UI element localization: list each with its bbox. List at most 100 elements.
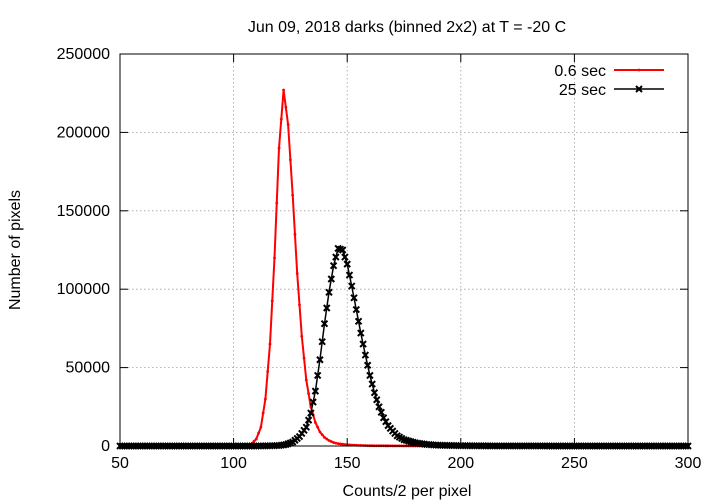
data-point [373, 396, 381, 404]
data-point [302, 423, 311, 431]
data-point [327, 439, 331, 442]
data-point [343, 260, 351, 268]
series-line-25-sec [120, 247, 688, 447]
data-point [302, 356, 306, 360]
data-point [298, 303, 301, 307]
data-point [277, 146, 281, 150]
data-point [254, 437, 258, 441]
data-point [289, 158, 292, 162]
data-point [320, 319, 329, 328]
data-point [316, 356, 324, 364]
data-point [368, 380, 376, 388]
data-point [270, 299, 274, 303]
data-point [377, 408, 385, 416]
data-point [313, 421, 317, 424]
series-0-6-sec [118, 88, 690, 448]
data-point [295, 272, 299, 275]
x-tick-label: 50 [111, 455, 129, 472]
data-point [259, 425, 263, 429]
data-point [264, 397, 267, 401]
data-point [338, 442, 342, 446]
data-point [327, 275, 336, 283]
data-point [252, 439, 256, 443]
data-point [320, 433, 324, 437]
series-layer [116, 88, 692, 450]
data-point [307, 409, 315, 417]
data-point [332, 441, 335, 444]
data-point [282, 88, 285, 92]
x-tick-label: 100 [220, 455, 247, 472]
chart-title: Jun 09, 2018 darks (binned 2x2) at T = -… [248, 19, 566, 36]
data-point [370, 388, 379, 397]
data-point [300, 334, 304, 338]
x-axis-label: Counts/2 per pixel [343, 483, 472, 500]
data-point [354, 317, 363, 326]
data-point [307, 392, 310, 395]
data-point [325, 288, 333, 297]
data-point [336, 442, 340, 446]
data-point [343, 443, 347, 446]
data-point [341, 442, 345, 446]
data-point [261, 411, 265, 415]
data-point [266, 370, 270, 373]
data-point [268, 342, 272, 346]
data-point [366, 371, 374, 380]
legend-marker-25-sec [635, 85, 643, 93]
data-point [293, 232, 297, 236]
y-tick-label: 250000 [57, 46, 110, 63]
data-point [257, 431, 260, 435]
data-point [304, 378, 308, 382]
data-point [332, 253, 340, 261]
data-point [284, 105, 288, 109]
data-point [348, 282, 356, 290]
data-point [323, 435, 326, 439]
series-25-sec [116, 244, 692, 450]
plot-frame [119, 53, 689, 447]
data-point [329, 440, 333, 443]
data-point [313, 371, 322, 380]
data-point [361, 351, 370, 359]
data-point [338, 246, 347, 254]
data-point [329, 261, 338, 270]
data-point [323, 304, 331, 312]
y-tick-label: 50000 [66, 360, 111, 377]
data-point [363, 361, 372, 369]
series-line-0-6-sec [120, 89, 688, 447]
data-point [291, 193, 295, 197]
axis-ticks: 50 100 150 200 250 300 0 50000 100000 150000 20000… [57, 46, 702, 472]
data-point [350, 294, 358, 302]
data-point [325, 437, 329, 441]
legend-label-25-sec: 25 sec [559, 82, 606, 99]
data-point [318, 430, 322, 434]
y-tick-label: 0 [101, 438, 110, 455]
legend: 0.6 sec 25 sec [554, 63, 664, 99]
y-tick-label: 150000 [57, 203, 110, 220]
x-tick-label: 300 [675, 455, 702, 472]
data-point [286, 123, 290, 126]
grid-lines [120, 54, 688, 446]
data-point [318, 338, 326, 346]
data-point [273, 256, 276, 260]
legend-marker-0-6-sec [637, 68, 641, 72]
data-point [275, 201, 279, 205]
data-point [279, 117, 283, 121]
y-axis-label: Number of pixels [7, 190, 24, 310]
data-point [309, 398, 317, 406]
y-tick-label: 100000 [57, 281, 110, 298]
data-point [304, 416, 313, 424]
legend-label-0-6-sec: 0.6 sec [554, 63, 606, 80]
data-point [379, 414, 388, 422]
data-point [375, 403, 383, 411]
data-point [316, 425, 320, 429]
data-point [352, 305, 360, 314]
data-point [357, 329, 365, 337]
y-tick-label: 200000 [57, 124, 110, 141]
data-point [382, 417, 390, 426]
data-point [359, 340, 367, 348]
x-tick-label: 150 [334, 455, 361, 472]
x-tick-label: 200 [447, 455, 474, 472]
data-point [334, 441, 338, 445]
data-point [311, 387, 320, 395]
x-tick-label: 250 [561, 455, 588, 472]
